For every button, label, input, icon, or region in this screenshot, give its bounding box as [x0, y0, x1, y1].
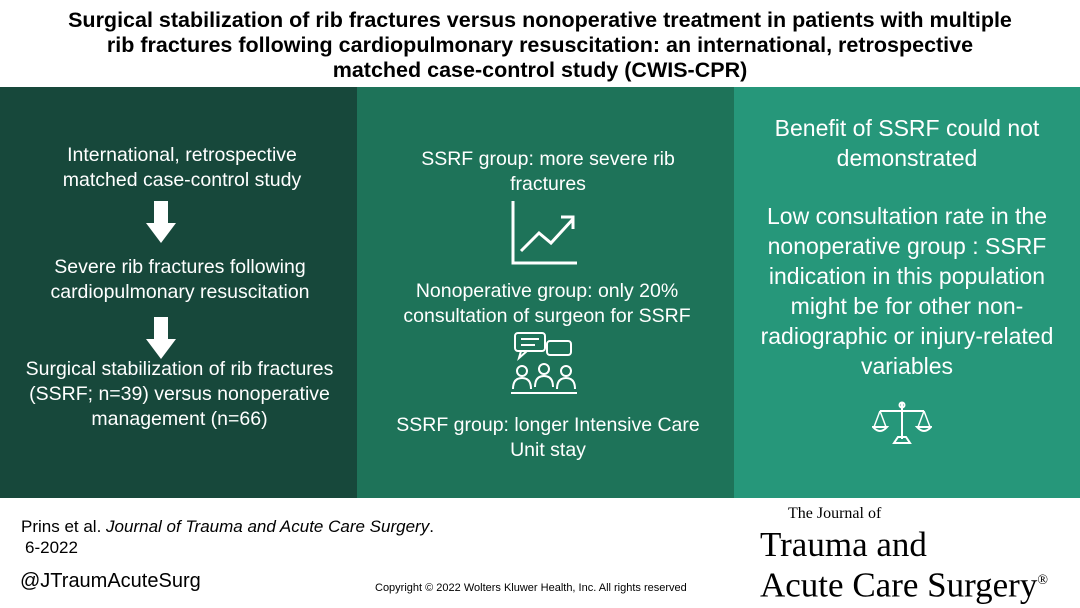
finding-consultation-text: Nonoperative group: only 20% consultatio…: [403, 280, 691, 327]
twitter-handle: @JTraumAcuteSurg: [20, 570, 201, 592]
citation-journal: Journal of Trauma and Acute Care Surgery: [106, 517, 430, 536]
scales-of-justice-icon: [872, 401, 932, 444]
journal-logo-line-2: Acute Care Surgery®: [760, 563, 1048, 604]
study-design-panel: International, retrospective matched cas…: [0, 87, 357, 498]
copyright-notice: Copyright © 2022 Wolters Kluwer Health, …: [375, 582, 687, 594]
consultation-meeting-icon: [511, 332, 577, 394]
journal-logo-line-1: Trauma and: [760, 525, 927, 564]
citation-authors: Prins et al.: [21, 517, 107, 536]
conclusion-consultation-text: Low consultation rate in the nonoperativ…: [760, 203, 1054, 379]
study-design-text: International, retrospective matched cas…: [62, 144, 302, 191]
citation: Prins et al. Journal of Trauma and Acute…: [21, 517, 434, 537]
conclusion-benefit-text: Benefit of SSRF could not demonstrated: [774, 115, 1040, 171]
citation-date: 6-2022: [25, 538, 78, 557]
infographic-title: Surgical stabilization of rib fractures …: [0, 8, 1080, 83]
title-line-2: rib fractures following cardiopulmonary …: [106, 33, 974, 57]
findings-panel: SSRF group: more severe rib fractures No…: [357, 87, 734, 498]
registered-mark: ®: [1037, 573, 1048, 588]
conclusion-panel: Benefit of SSRF could not demonstrated L…: [734, 87, 1080, 498]
population-text: Severe rib fractures following cardiopul…: [50, 256, 310, 303]
finding-severity-text: SSRF group: more severe rib fractures: [421, 148, 675, 195]
intervention-text: Surgical stabilization of rib fractures …: [25, 358, 334, 430]
citation-end: .: [429, 517, 434, 536]
trend-up-icon: [511, 201, 577, 265]
journal-logo-small-text: The Journal of: [788, 505, 882, 522]
down-arrow-icon: [146, 201, 176, 243]
down-arrow-icon: [146, 317, 176, 359]
title-line-1: Surgical stabilization of rib fractures …: [68, 8, 1012, 32]
journal-logo-line-2-text: Acute Care Surgery: [760, 565, 1038, 605]
finding-icu-stay-text: SSRF group: longer Intensive Care Unit s…: [396, 414, 700, 461]
title-line-3: matched case-control study (CWIS-CPR): [332, 58, 748, 82]
